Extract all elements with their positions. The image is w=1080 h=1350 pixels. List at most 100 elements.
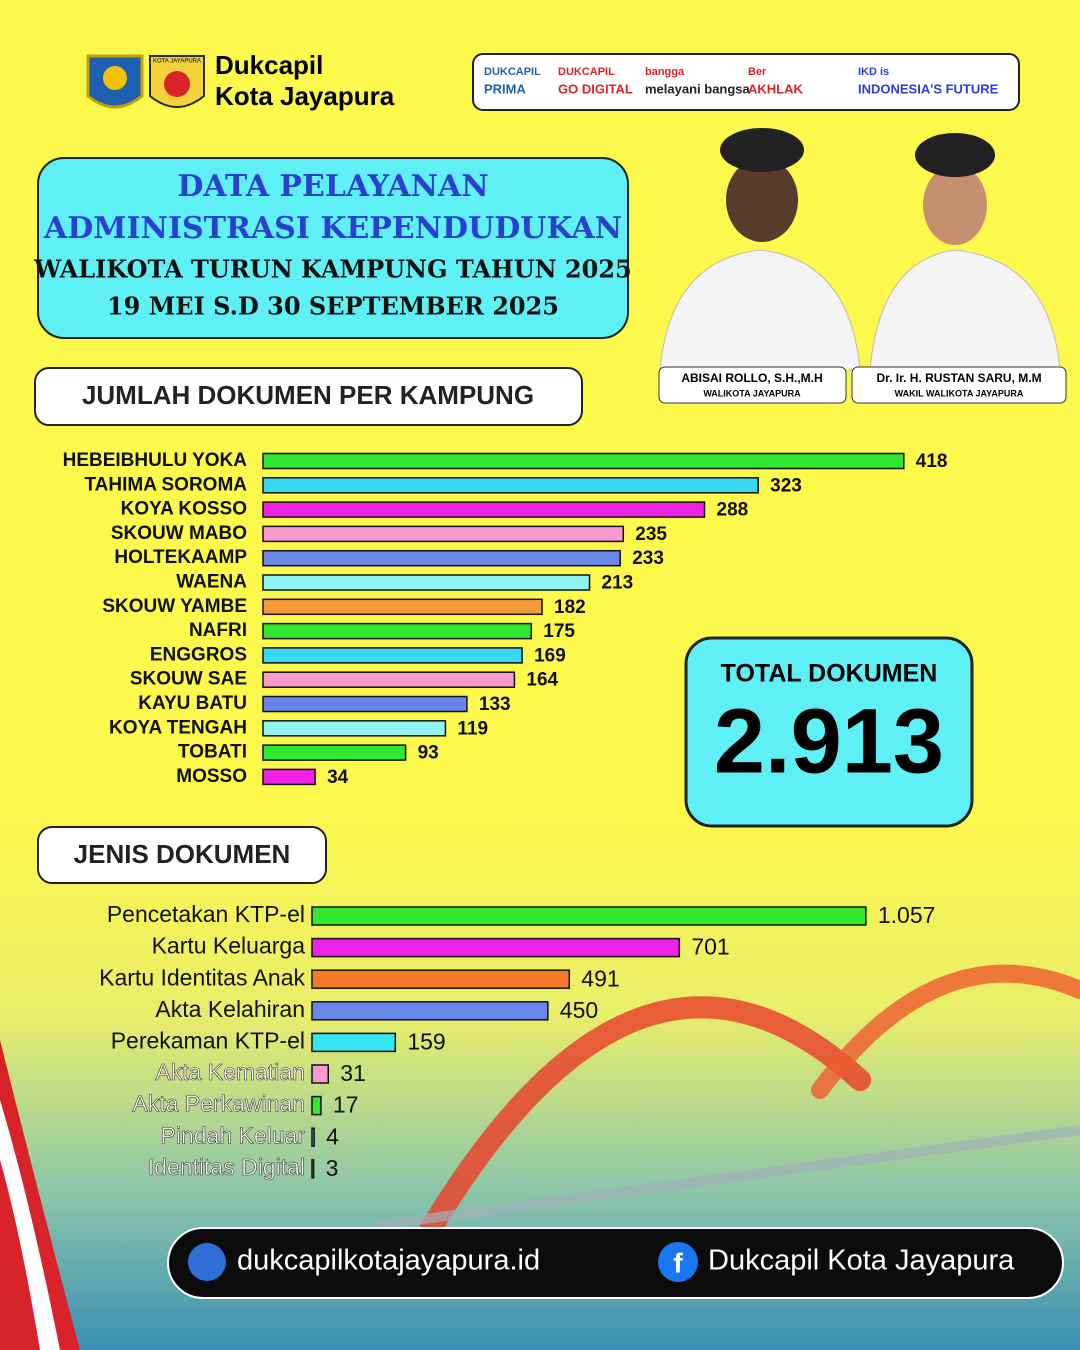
bar: [311, 937, 681, 958]
category-label: KOYA TENGAH: [109, 717, 247, 738]
category-label: Pencetakan KTP-el: [107, 901, 305, 927]
value-label: 164: [526, 670, 558, 691]
value-label: 235: [635, 524, 667, 545]
category-label: Kartu Keluarga: [152, 933, 306, 959]
footer-bar: [167, 1227, 1064, 1299]
category-label: MOSSO: [176, 766, 247, 787]
total-value: 2.913: [714, 690, 944, 792]
website[interactable]: dukcapilkotajayapura.id: [237, 1245, 540, 1277]
bar: [311, 969, 571, 989]
official-role: WAKIL WALIKOTA JAYAPURA: [895, 388, 1024, 398]
value-label: 288: [717, 500, 749, 521]
category-label: SKOUW MABO: [111, 523, 247, 544]
value-label: 213: [602, 573, 634, 594]
category-label: Akta Kematian: [155, 1059, 305, 1085]
value-label: 418: [916, 451, 948, 472]
value-label: 233: [632, 548, 664, 569]
category-label: ENGGROS: [150, 644, 247, 665]
section-box: [37, 826, 327, 884]
bar: [311, 1127, 315, 1147]
bar: [262, 549, 621, 567]
category-label: HEBEIBHULU YOKA: [63, 450, 248, 471]
bar: [262, 647, 523, 664]
bar: [262, 452, 905, 470]
badge-main: melayani bangsa: [645, 81, 751, 96]
subtitle: 19 MEI S.D 30 SEPTEMBER 2025: [107, 292, 559, 321]
value-label: 169: [534, 645, 566, 666]
value-label: 31: [340, 1060, 366, 1086]
official-name: ABISAI ROLLO, S.H.,M.H: [681, 371, 822, 385]
category-label: Kartu Identitas Anak: [99, 964, 305, 990]
badge-top: DUKCAPIL: [558, 66, 615, 78]
badge-top: DUKCAPIL: [484, 66, 541, 78]
bar: [262, 695, 468, 713]
name-plate: [658, 366, 847, 404]
category-label: HOLTEKAAMP: [114, 547, 247, 568]
value-label: 17: [333, 1092, 359, 1118]
value-label: 491: [581, 965, 619, 991]
name-plate: [851, 366, 1067, 404]
bar: [262, 477, 759, 494]
badge-top: Ber: [748, 66, 767, 78]
facebook-icon: [658, 1242, 698, 1282]
logo-garuda: [86, 54, 144, 109]
bar: [262, 574, 591, 591]
bar: [262, 622, 533, 640]
official-role: WALIKOTA JAYAPURA: [703, 388, 801, 398]
bridge: [0, 964, 1080, 1350]
badge-top: bangga: [645, 66, 685, 78]
bar: [262, 525, 625, 543]
value-label: 159: [407, 1028, 445, 1054]
bar: [311, 1032, 397, 1053]
bar: [311, 1064, 329, 1084]
badge-main: GO DIGITAL: [558, 81, 633, 96]
title: ADMINISTRASI KEPENDUDUKAN: [43, 211, 622, 246]
bar: [311, 906, 867, 926]
value-label: 34: [327, 767, 349, 788]
value-label: 701: [691, 934, 729, 960]
category-label: WAENA: [176, 572, 247, 593]
total-box: [684, 636, 974, 828]
category-label: Identitas Digital: [148, 1154, 305, 1180]
bar: [262, 671, 516, 688]
badge-main: INDONESIA'S FUTURE: [858, 81, 999, 96]
value-label: 133: [479, 694, 511, 715]
badge-main: PRIMA: [484, 81, 527, 96]
value-label: 175: [543, 621, 575, 642]
globe-icon: [188, 1243, 226, 1281]
bar: [311, 1159, 315, 1179]
category-label: Perekaman KTP-el: [111, 1027, 305, 1053]
value-label: 1.057: [878, 902, 936, 928]
org-name: Kota Jayapura: [215, 81, 395, 111]
category-label: TOBATI: [178, 742, 247, 763]
section-box: [34, 367, 583, 426]
org-name: Dukcapil: [215, 50, 323, 80]
category-label: KOYA KOSSO: [121, 499, 247, 520]
bar: [262, 501, 706, 518]
section-title: JENIS DOKUMEN: [74, 839, 291, 869]
category-label: SKOUW YAMBE: [102, 596, 247, 617]
title: DATA PELAYANAN: [177, 169, 488, 204]
badge-main: AKHLAK: [748, 81, 803, 96]
facebook-glyph: f: [673, 1247, 683, 1278]
value-label: 450: [560, 997, 598, 1023]
value-label: 323: [770, 475, 802, 496]
bar: [311, 1001, 549, 1021]
official-name: Dr. Ir. H. RUSTAN SARU, M.M: [876, 371, 1041, 385]
logo-jayapura: [149, 55, 205, 108]
category-label: TAHIMA SOROMA: [84, 474, 247, 495]
value-label: 182: [554, 597, 586, 618]
value-label: 119: [457, 718, 488, 739]
badge-top: IKD is: [858, 66, 889, 78]
value-label: 3: [326, 1155, 339, 1181]
title-box: [37, 157, 629, 339]
category-label: NAFRI: [189, 620, 247, 641]
total-label: TOTAL DOKUMEN: [721, 660, 938, 688]
facebook-page[interactable]: Dukcapil Kota Jayapura: [708, 1245, 1015, 1277]
subtitle: WALIKOTA TURUN KAMPUNG TAHUN 2025: [33, 255, 631, 284]
logo-text: KOTA JAYAPURA: [153, 59, 201, 65]
section-title: JUMLAH DOKUMEN PER KAMPUNG: [82, 380, 534, 410]
portrait: [659, 128, 1061, 371]
